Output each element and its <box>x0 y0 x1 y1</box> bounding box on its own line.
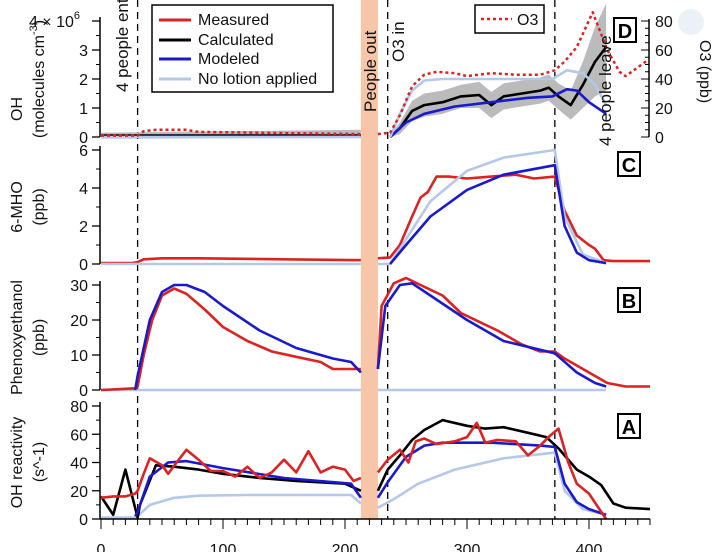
panel-letter-box-A <box>617 413 641 439</box>
annotation-o3-in: O3 in <box>389 21 408 62</box>
people-out-band <box>360 0 378 519</box>
y-tick-label: 30 <box>70 278 88 295</box>
y-tick-label: 4 × 106 <box>29 10 80 31</box>
series-measured-A-1 <box>376 421 608 520</box>
y-tick-label: 0 <box>79 512 88 529</box>
y-tick-label: 1 <box>79 101 88 118</box>
panel-letter-D: D <box>618 21 632 43</box>
annotation-people-enter: 4 people enter <box>113 0 132 92</box>
right-tick-label: 40 <box>655 72 673 89</box>
series-no-lotion-applied-C-1 <box>377 148 607 266</box>
y-axis-label-B: Phenoxyethanol <box>9 280 26 395</box>
series-no-lotion-applied-D-1 <box>388 69 608 138</box>
panel-letter-box-B <box>617 287 641 313</box>
legend: Measured Calculated Modeled No lotion ap… <box>151 4 334 93</box>
y-axis-label-A: OH reactivity <box>9 417 26 509</box>
y-tick-label: 2 <box>79 72 88 89</box>
unit-exponent: -3 <box>28 25 40 35</box>
x-tick-label: 200 <box>332 542 359 552</box>
y-axis-unit-A: (s^-1) <box>31 442 48 482</box>
y-tick-label: 10 <box>70 348 88 365</box>
unit-close: ) <box>31 20 48 25</box>
right-tick-label: 60 <box>655 43 673 60</box>
panel-letter-B: B <box>622 291 636 313</box>
legend-modeled: Modeled <box>198 51 259 68</box>
series-modeled-B-1 <box>376 282 607 388</box>
right-tick-label: 20 <box>655 101 673 118</box>
y-axis-label-C: 6-MHO <box>9 181 26 233</box>
series-modeled-A-1 <box>376 441 607 517</box>
right-tick-label: 0 <box>655 130 664 147</box>
panel-letter-C: C <box>622 155 636 177</box>
right-tick-label: 80 <box>655 14 673 31</box>
series-modeled-D-1 <box>389 87 607 138</box>
o3-axis-label: O3 (ppb) <box>696 40 713 103</box>
y-tick-label: 20 <box>70 484 88 501</box>
uncertainty-band <box>390 3 607 137</box>
legend-o3: O3 <box>474 4 545 34</box>
series-measured-C-0 <box>101 257 361 265</box>
y-tick-label: 20 <box>70 313 88 330</box>
scan-icon[interactable] <box>678 9 704 35</box>
y-tick-label: 3 <box>79 43 88 60</box>
y-tick-label: 80 <box>70 399 88 416</box>
series-no-lotion-applied-A-0 <box>101 493 362 519</box>
y-tick-label: 4 <box>79 181 88 198</box>
y-axis-unit-D: (molecules cm-3) <box>28 20 48 138</box>
y-tick-label: 0 <box>79 383 88 400</box>
series-modeled-A-0 <box>134 459 362 517</box>
panel-letter-box-D <box>613 17 637 43</box>
panel-letter-A: A <box>622 417 636 439</box>
legend-measured: Measured <box>198 12 269 29</box>
annotation-people-leave: 4 people leave <box>596 35 615 146</box>
panel-letter-box-C <box>617 151 641 177</box>
annotation-people-out: People out <box>361 30 380 112</box>
series-o3-D-0 <box>101 128 361 137</box>
series-calculated-D-1 <box>389 46 608 138</box>
y-tick-label: 2 <box>79 219 88 236</box>
y-axis-label-D: OH <box>9 97 26 121</box>
y-tick-exponent: 6 <box>74 10 80 22</box>
series-calculated-A-1 <box>376 418 651 511</box>
y-tick-label: 0 <box>79 257 88 274</box>
legend-no-lotion: No lotion applied <box>198 71 317 88</box>
y-axis-unit-B: (ppb) <box>31 319 48 356</box>
y-axis-unit-C: (ppb) <box>31 188 48 225</box>
y-tick-label: 60 <box>70 427 88 444</box>
y-tick-label: 40 <box>70 456 88 473</box>
series-o3-D-1 <box>377 11 649 136</box>
x-tick-label: 400 <box>576 542 603 552</box>
series-measured-B-1 <box>376 276 650 388</box>
y-tick-label: 6 <box>79 143 88 160</box>
legend-o3-label: O3 <box>517 12 538 29</box>
x-tick-label: 300 <box>454 542 481 552</box>
series-modeled-B-0 <box>133 283 362 391</box>
series-measured-A-0 <box>100 448 362 500</box>
legend-calculated: Calculated <box>198 32 274 49</box>
series-modeled-C-0 <box>389 163 607 265</box>
x-tick-label: 0 <box>97 542 106 552</box>
y-tick-label: 0 <box>79 130 88 147</box>
series-measured-B-0 <box>100 287 361 392</box>
x-tick-label: 100 <box>210 542 237 552</box>
